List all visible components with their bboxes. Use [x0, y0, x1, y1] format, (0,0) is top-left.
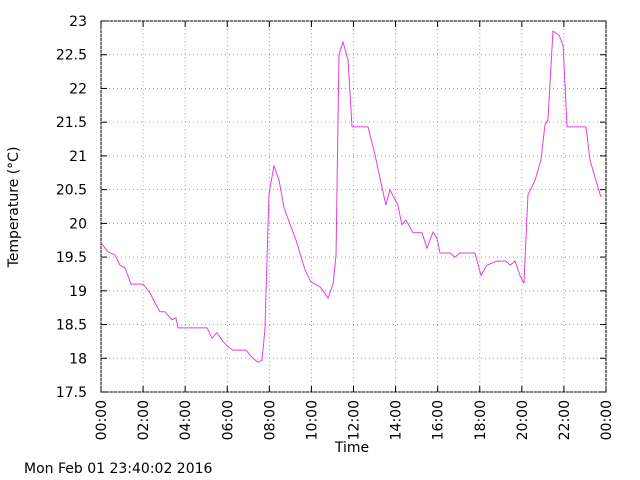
plot-frame — [100, 20, 607, 393]
x-tick-label: 12:00 — [347, 400, 363, 440]
x-tick-label: 04:00 — [178, 400, 194, 440]
y-tick-label: 22 — [69, 81, 87, 97]
x-tick-label: 00:00 — [599, 400, 615, 440]
x-tick-label: 06:00 — [220, 400, 236, 440]
x-tick-label: 16:00 — [431, 400, 447, 440]
y-tick-label: 18 — [69, 351, 87, 367]
x-tick-label: 20:00 — [515, 400, 531, 440]
y-tick-label: 18.5 — [56, 318, 87, 334]
y-axis-label: Temperature (°C) — [6, 147, 22, 269]
x-tick-label: 18:00 — [473, 400, 489, 440]
timestamp: Mon Feb 01 23:40:02 2016 — [24, 461, 213, 477]
y-tick-label: 19 — [69, 284, 87, 300]
y-tick-label: 23 — [69, 14, 87, 30]
x-axis-label: Time — [334, 440, 369, 456]
y-tick-label: 21 — [69, 149, 87, 165]
x-tick-label: 02:00 — [136, 400, 152, 440]
y-tick-label: 20 — [69, 216, 87, 232]
y-tick-label: 22.5 — [56, 48, 87, 64]
x-tick-label: 22:00 — [557, 400, 573, 440]
x-tick-label: 10:00 — [304, 400, 320, 440]
y-tick-label: 20.5 — [56, 183, 87, 199]
x-tick-label: 14:00 — [389, 400, 405, 440]
y-tick-label: 21.5 — [56, 115, 87, 131]
x-tick-label: 08:00 — [262, 400, 278, 440]
y-tick-label: 17.5 — [56, 385, 87, 401]
temperature-line — [100, 30, 602, 363]
y-tick-label: 19.5 — [56, 250, 87, 266]
x-tick-label: 00:00 — [94, 400, 110, 440]
